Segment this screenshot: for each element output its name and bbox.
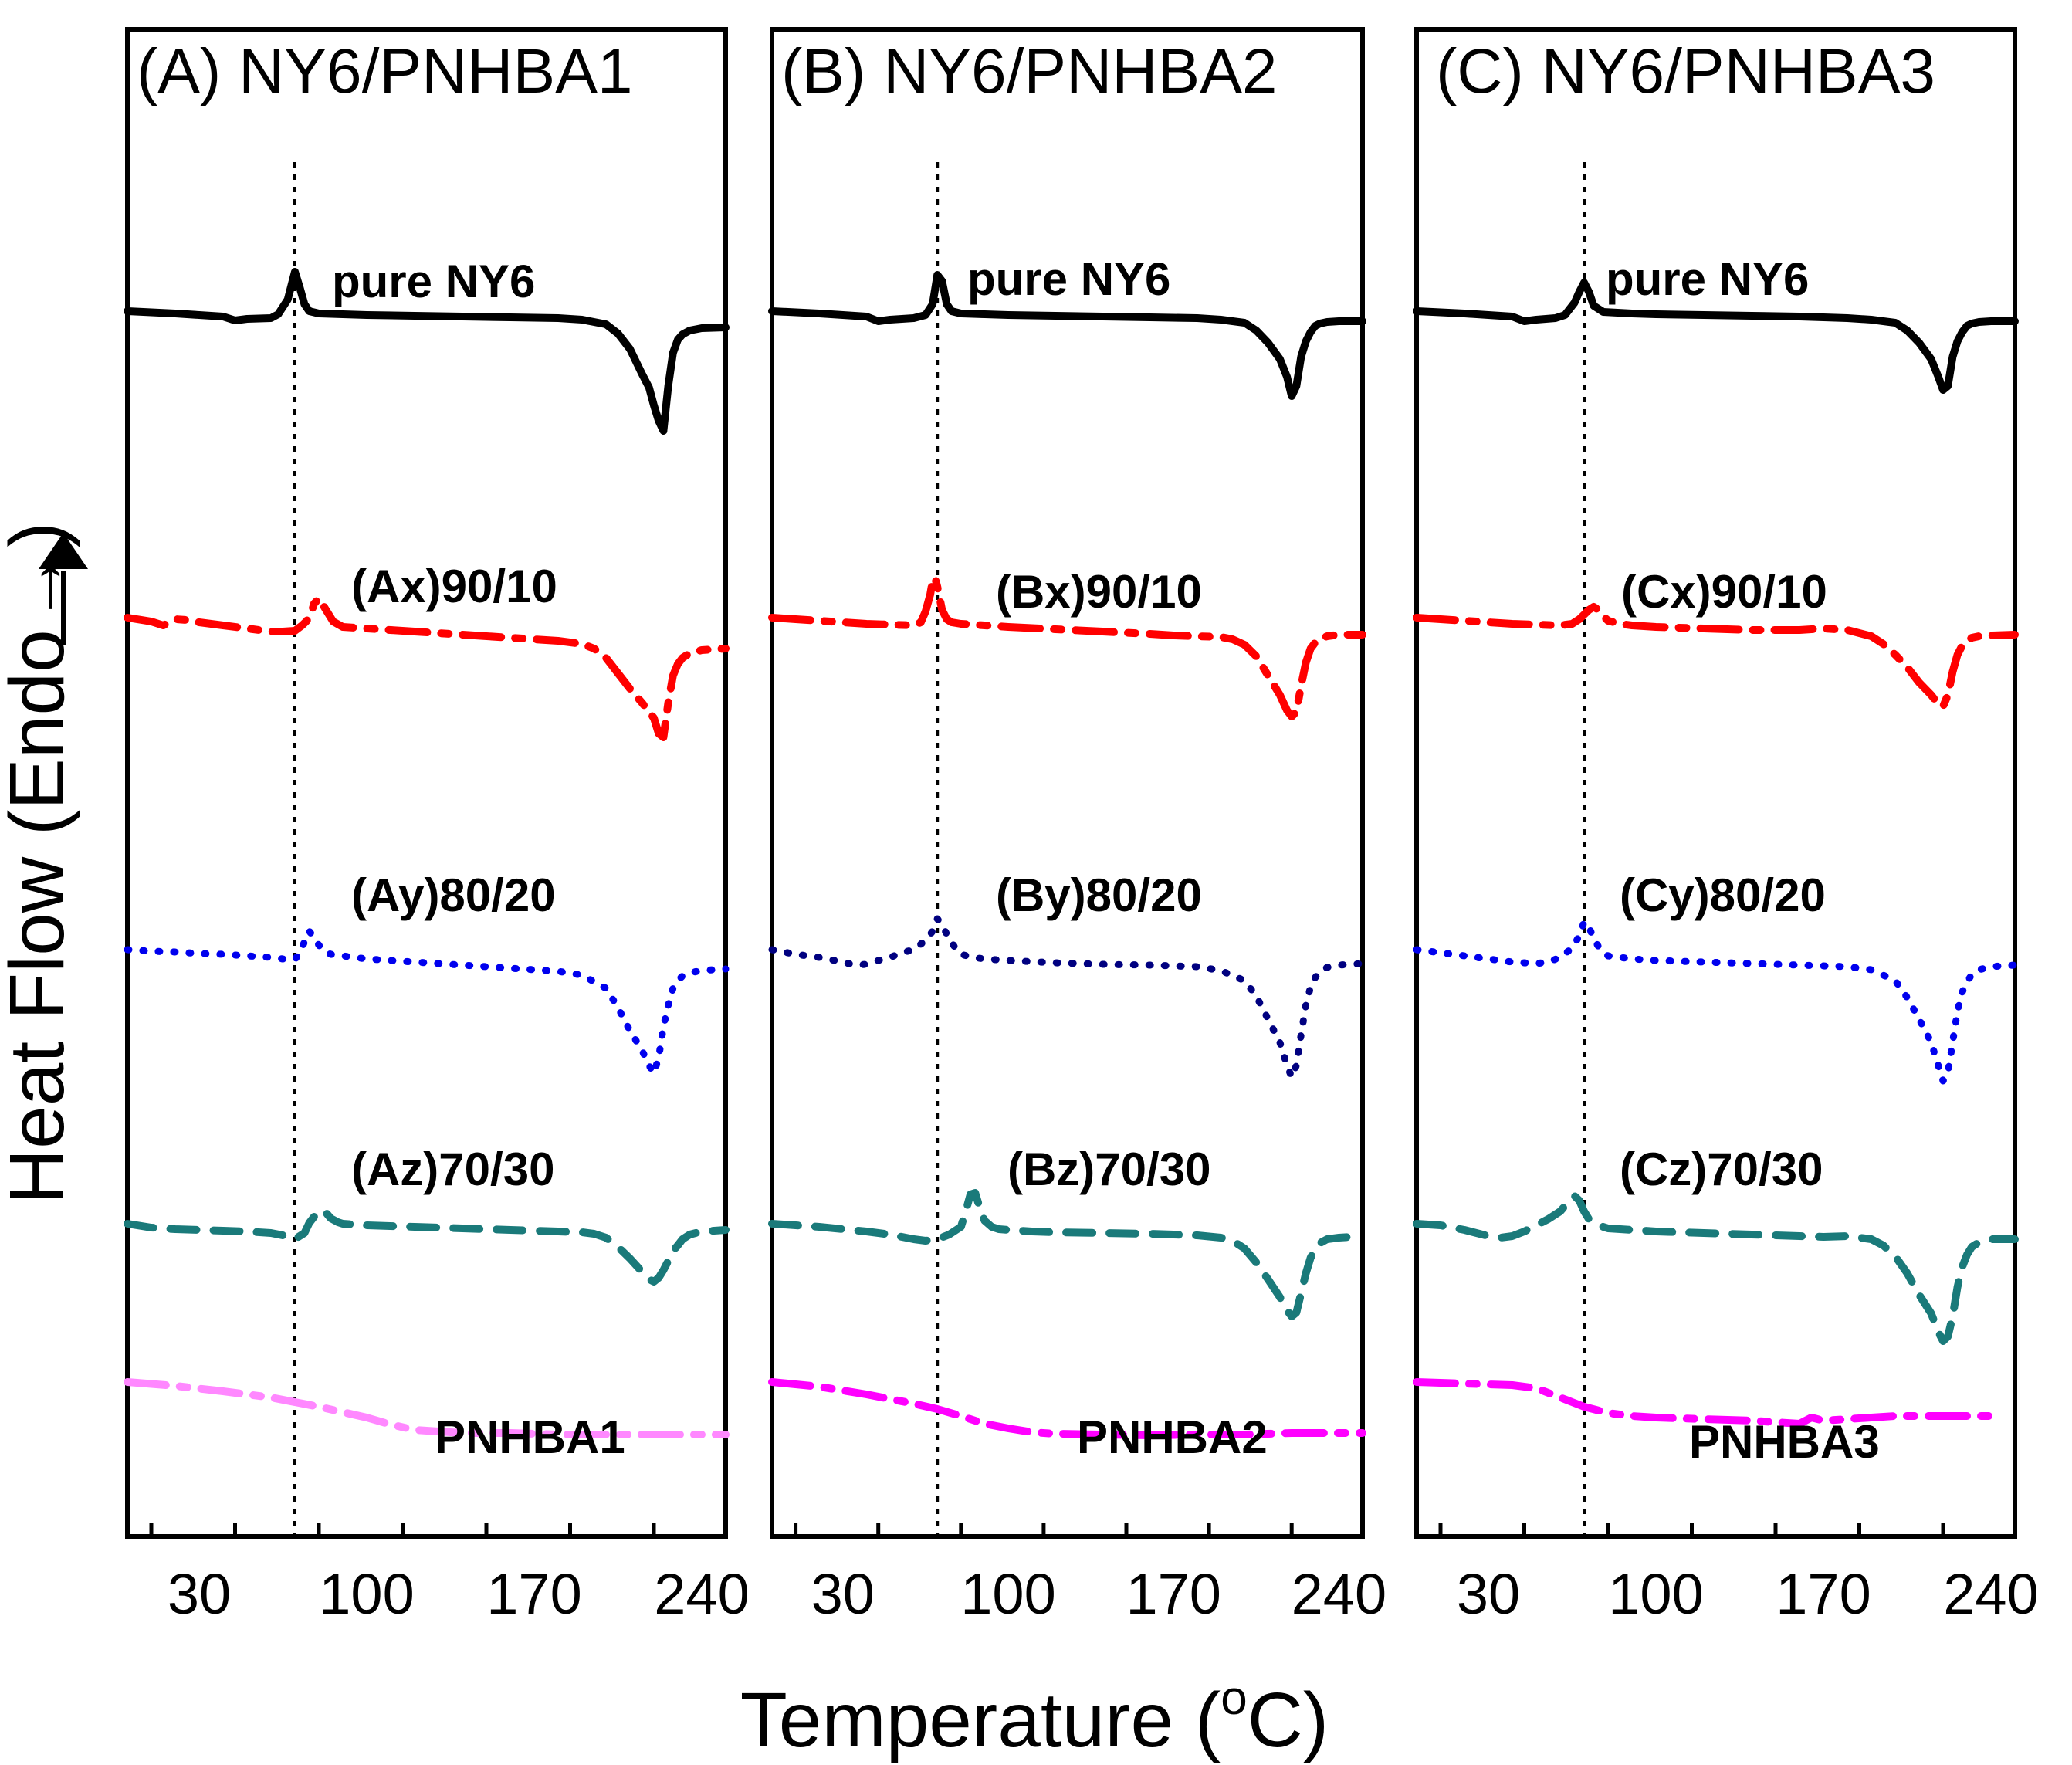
panel-frame	[1414, 27, 2017, 1539]
panel-title: (C) NY6/PNHBA3	[1436, 36, 1935, 107]
curve-label: (Ay)80/20	[351, 869, 556, 921]
series-curve-pure-ny6	[1413, 279, 2019, 394]
series-curve--cz-70-30	[1413, 1192, 2019, 1345]
curve-label: (Cz)70/30	[1620, 1143, 1823, 1195]
x-tick-label: 240	[654, 1562, 749, 1626]
x-tick-label: 30	[168, 1562, 231, 1626]
x-tick-label: 100	[1608, 1562, 1703, 1626]
curve-label: (Cy)80/20	[1620, 869, 1826, 921]
panel-title: (A) NY6/PNHBA1	[137, 36, 633, 107]
x-tick-label: 30	[811, 1562, 875, 1626]
series-curve-pnhba1	[124, 1378, 730, 1438]
panel-b: (B) NY6/PNHBA2 30 100 170 240 pure NY6 (Bx)90/…	[768, 27, 1386, 1626]
series-curve--ax-90-10	[124, 595, 730, 741]
y-axis-arrow-icon	[39, 533, 88, 645]
panel-c: (C) NY6/PNHBA3 30 100 170 240 pure NY6 (Cx)90/…	[1413, 27, 2039, 1626]
panel-frame	[770, 27, 1365, 1539]
curve-label: pure NY6	[332, 256, 535, 307]
curve-label: (Cx)90/10	[1621, 566, 1827, 618]
x-tick-label: 240	[1292, 1562, 1386, 1626]
series-curve--by-80-20	[768, 915, 1366, 1081]
curve-label: (Az)70/30	[351, 1143, 554, 1195]
curve-label: (Bz)70/30	[1007, 1143, 1210, 1195]
curve-label: PNHBA3	[1689, 1416, 1880, 1468]
series-curve--az-70-30	[124, 1206, 730, 1286]
panel-a: (A) NY6/PNHBA1 30 100 170 240 pure NY6 (Ax)90/…	[124, 27, 750, 1626]
curve-label: PNHBA1	[435, 1411, 625, 1463]
curve-label: pure NY6	[1606, 253, 1809, 305]
x-axis-label: Temperature (oC)	[740, 1672, 1329, 1763]
panel-title: (B) NY6/PNHBA2	[781, 36, 1278, 107]
y-axis-label: Heat Flow (Endo→)	[0, 522, 80, 1204]
curve-label: PNHBA2	[1077, 1411, 1268, 1463]
curve-label: (By)80/20	[996, 869, 1202, 921]
x-tick-label: 170	[1776, 1562, 1871, 1626]
series-curve-pure-ny6	[124, 268, 730, 435]
series-curve--ay-80-20	[124, 927, 730, 1077]
x-tick-label: 30	[1457, 1562, 1520, 1626]
curve-label: (Ax)90/10	[351, 561, 557, 612]
panel-frame	[125, 27, 728, 1539]
x-tick-label: 100	[319, 1562, 414, 1626]
series-curve-pnhba2	[768, 1378, 1366, 1439]
series-curve--bx-90-10	[768, 574, 1366, 720]
curve-label: pure NY6	[967, 253, 1170, 305]
series-curve-pnhba3	[1413, 1378, 1995, 1428]
series-curve--cy-80-20	[1413, 918, 2019, 1085]
curve-label: (Bx)90/10	[996, 566, 1202, 618]
x-tick-label: 170	[486, 1562, 581, 1626]
x-tick-label: 100	[960, 1562, 1055, 1626]
series-curve--cx-90-10	[1413, 603, 2019, 710]
x-tick-label: 240	[1943, 1562, 2038, 1626]
series-curve--bz-70-30	[768, 1189, 1366, 1320]
x-tick-label: 170	[1126, 1562, 1221, 1626]
series-curve-pure-ny6	[768, 271, 1366, 400]
